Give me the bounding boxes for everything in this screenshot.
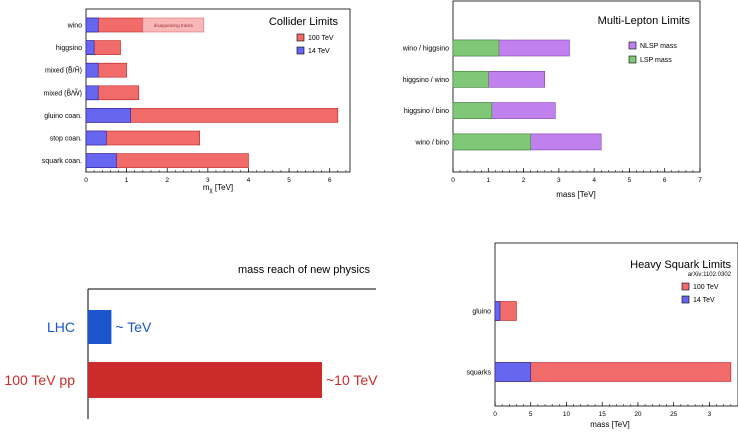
chart-title: Heavy Squark Limits [630, 259, 731, 271]
bar-lsp-wino-higgsino [452, 39, 500, 57]
disappearing-tracks-band [142, 17, 205, 33]
category-label-gluino: gluino [472, 309, 491, 316]
bar-14tev-wino [85, 17, 99, 33]
x-axis-label-unit: [TeV] [213, 183, 233, 192]
heavy-squark-limits-chart: 0 5 10 15 20 25 3 gluino squarks Heavy Squark Lim… [466, 242, 738, 429]
x-axis-label: mχ [TeV] [203, 183, 233, 194]
category-label-wino-higgsino: wino / higgsino [402, 46, 449, 53]
mass-reach-chart: mass reach of new physics LHC ~ TeV 100 TeV… [4, 264, 378, 419]
bar-14tev-mixed-b-h [85, 62, 99, 78]
category-label-higgsino-wino: higgsino / wino [403, 77, 449, 84]
legend-lsp-label: LSP mass [640, 57, 672, 64]
category-label-mixed-b-w: mixed (B̃/W̃) [44, 89, 83, 97]
category-label-squark-coan: squark coan. [42, 158, 82, 165]
x-tick-label: 6 [663, 177, 667, 184]
bar-100-tev-pp [88, 362, 322, 398]
x-tick-label: 3 [708, 411, 712, 418]
x-tick-label: 1 [125, 177, 129, 184]
category-label-mixed-b-h: mixed (B̃/H̃) [45, 67, 82, 75]
legend-100tev-swatch [681, 282, 690, 291]
x-tick-label: 4 [592, 177, 596, 184]
chart-title: Multi-Lepton Limits [598, 15, 691, 27]
x-tick-label: 6 [328, 177, 332, 184]
x-tick-label: 10 [563, 411, 571, 418]
multi-lepton-limits-chart: 0 1 2 3 4 5 6 7 wino / higgsino higgsino / wino hi… [402, 0, 702, 199]
category-label-lhc: LHC [47, 319, 75, 335]
category-label-stop-coan: stop coan. [50, 136, 82, 143]
legend-14tev-label: 14 TeV [308, 48, 330, 55]
legend-100tev-label: 100 TeV [308, 35, 334, 42]
chart-subtitle: arXiv:1102.0302 [688, 272, 732, 278]
x-tick-label: 4 [247, 177, 251, 184]
x-tick-label: 25 [670, 411, 678, 418]
bar-14tev-gluino-coan [85, 108, 131, 123]
category-label-gluino-coan: gluino coan. [44, 113, 82, 120]
x-tick-label: 2 [165, 177, 169, 184]
legend-lsp-swatch [628, 55, 637, 64]
chart-title: mass reach of new physics [238, 264, 371, 276]
x-tick-label: 0 [493, 411, 497, 418]
x-tick-label: 5 [287, 177, 291, 184]
bar-14tev-higgsino [85, 40, 95, 55]
x-axis-label: mass [TeV] [590, 420, 630, 429]
bar-lsp-wino-bino [452, 133, 531, 151]
x-tick-label: 20 [634, 411, 642, 418]
chart-title: Collider Limits [269, 16, 339, 28]
x-tick-label: 15 [599, 411, 607, 418]
bar-14tev-mixed-b-w [85, 85, 99, 101]
bar-lsp-higgsino-bino [452, 102, 493, 119]
legend-14tev-swatch [296, 46, 305, 55]
x-axis-label: mass [TeV] [556, 190, 596, 199]
bar-14tev-squark-coan [85, 153, 117, 168]
disappearing-tracks-label: disappearing tracks [154, 23, 194, 28]
bar-14tev-stop-coan [85, 130, 107, 146]
category-label-wino-bino: wino / bino [415, 139, 450, 146]
bar-lhc [88, 310, 112, 344]
collider-limits-chart: 0 1 2 3 4 5 6 wino higgsino mixed (B̃/H̃) mixed (B… [42, 8, 351, 194]
x-tick-label: 7 [698, 177, 702, 184]
legend-100tev-swatch [296, 33, 305, 42]
x-tick-label: 5 [628, 177, 632, 184]
bar-14tev-squarks [494, 362, 532, 382]
legend-100tev-label: 100 TeV [693, 284, 719, 291]
x-tick-label: 5 [529, 411, 533, 418]
x-tick-label: 0 [451, 177, 455, 184]
category-label-squarks: squarks [466, 370, 491, 377]
bar-lsp-higgsino-wino [452, 71, 489, 88]
category-label-100-tev-pp: 100 TeV pp [4, 372, 75, 388]
x-tick-label: 2 [522, 177, 526, 184]
legend-14tev-swatch [681, 295, 690, 304]
legend-nlsp-label: NLSP mass [640, 43, 677, 50]
x-tick-label: 0 [84, 177, 88, 184]
x-tick-label: 3 [206, 177, 210, 184]
x-axis-label-subscript: χ [210, 188, 214, 194]
legend-nlsp-swatch [628, 41, 637, 50]
category-label-higgsino-bino: higgsino / bino [404, 108, 449, 115]
category-label-higgsino: higgsino [56, 45, 82, 52]
value-label-100-tev-pp: ~10 TeV [326, 372, 378, 388]
legend-14tev-label: 14 TeV [693, 297, 715, 304]
value-label-lhc: ~ TeV [115, 319, 152, 335]
category-label-wino: wino [67, 23, 83, 30]
x-tick-label: 3 [557, 177, 561, 184]
bar-14tev-gluino [494, 301, 501, 321]
x-tick-label: 1 [486, 177, 490, 184]
